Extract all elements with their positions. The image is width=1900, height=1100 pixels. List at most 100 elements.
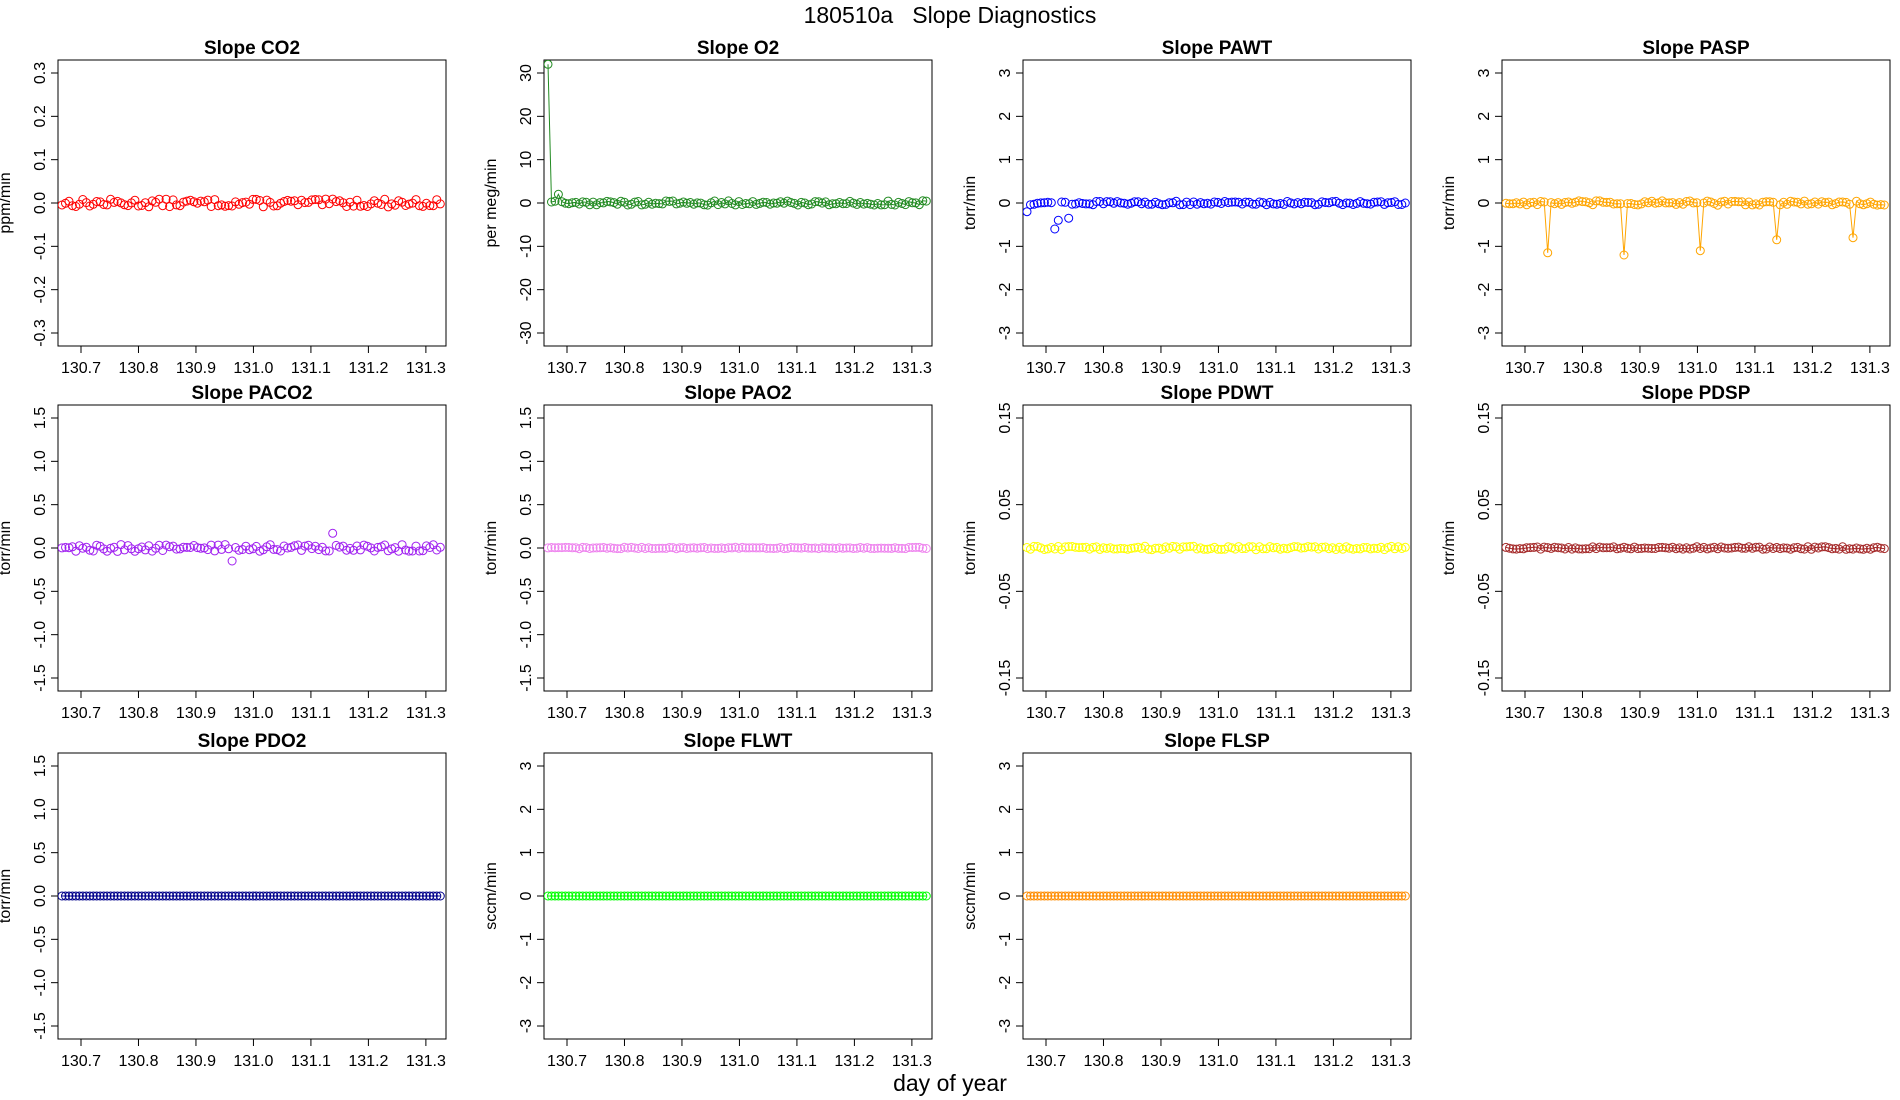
data-point [1747,543,1757,553]
data-point [210,891,220,901]
data-point [772,891,782,901]
data-point [671,891,681,901]
data-point [217,891,227,901]
data-point [272,891,282,901]
data-point [651,198,661,208]
data-point [1341,891,1351,901]
data-point [1168,891,1178,901]
data-point [1078,891,1087,901]
y-tick-label: 0.0 [32,537,49,559]
panel-slope-pdsp: Slope PDSP torr/min -0.15 -0.05 0.05 0.15 130.… [1441,383,1891,722]
data-point [1050,891,1060,901]
data-point [231,891,240,901]
data-point [1661,198,1671,208]
y-axis-label: torr/min [483,521,500,575]
data-point [307,195,317,205]
data-point [1324,891,1334,901]
data-point [192,891,202,901]
data-point [376,891,386,901]
data-point [1352,891,1362,901]
data-point [408,891,417,901]
data-point [547,543,556,552]
data-point [859,891,869,901]
data-point [831,891,841,901]
data-point [1046,891,1056,901]
data-point [692,891,702,901]
data-point [1338,891,1348,901]
series-group [58,194,445,212]
data-point [547,197,556,207]
y-tick-label: 0.0 [32,885,49,907]
y-tick-label: 1.5 [518,407,535,429]
data-point [848,544,858,553]
data-point [411,541,421,551]
data-point [1765,197,1775,207]
series-line [1505,546,1885,550]
data-point [265,891,275,901]
data-point [741,543,751,553]
data-point [1369,543,1379,553]
data-point [1727,543,1737,553]
data-point [734,891,744,901]
data-point [921,891,931,901]
data-point [606,543,615,553]
data-point [602,196,612,206]
data-point [1154,199,1164,209]
data-point [1057,891,1067,901]
data-point [88,891,98,901]
data-point [1591,196,1601,206]
data-point [828,543,838,553]
data-point [220,201,230,211]
data-point [1574,544,1584,554]
data-point [99,200,109,209]
data-point [1616,199,1625,209]
data-point [113,891,122,901]
data-point [1119,544,1129,554]
x-tick-label: 131.1 [1256,360,1296,377]
data-point [1175,891,1185,901]
data-point [321,546,331,556]
data-point [803,543,813,553]
data-point [1064,891,1074,901]
data-point [1067,199,1077,209]
panel-title: Slope O2 [697,38,779,59]
data-point [196,891,206,901]
data-point [616,891,626,901]
data-point [203,891,213,901]
data-point [911,891,921,901]
data-point [1029,541,1039,551]
data-point [1383,543,1393,552]
data-point [1737,543,1747,553]
data-point [238,891,247,901]
panel-slope-pasp: Slope PASP torr/min -3 -2 -1 0 1 2 3 130.7 130.8 13… [1441,38,1891,377]
data-point [317,891,327,901]
y-axis-label: torr/min [0,521,14,575]
data-point [1275,199,1285,208]
data-point [147,891,157,901]
y-tick-label: 0 [997,891,1014,900]
data-point [828,891,838,901]
data-point [414,891,424,901]
data-point [838,543,848,553]
y-tick-label: 3 [518,761,535,770]
data-point [630,891,640,901]
data-point [373,891,383,901]
data-point [1314,891,1323,901]
data-point [741,891,751,901]
data-point [644,891,654,901]
data-point [859,543,869,553]
data-point [1216,891,1226,901]
data-point [328,528,338,538]
data-point [404,199,414,209]
data-point [682,198,692,208]
data-point [658,543,667,553]
data-point [619,542,629,552]
data-point [1706,543,1716,553]
data-point [1293,891,1303,901]
data-point [1209,197,1219,207]
data-point [1508,544,1518,554]
data-point [623,891,633,901]
data-point [1820,198,1830,208]
data-point [1307,891,1317,901]
data-point [1640,543,1650,553]
